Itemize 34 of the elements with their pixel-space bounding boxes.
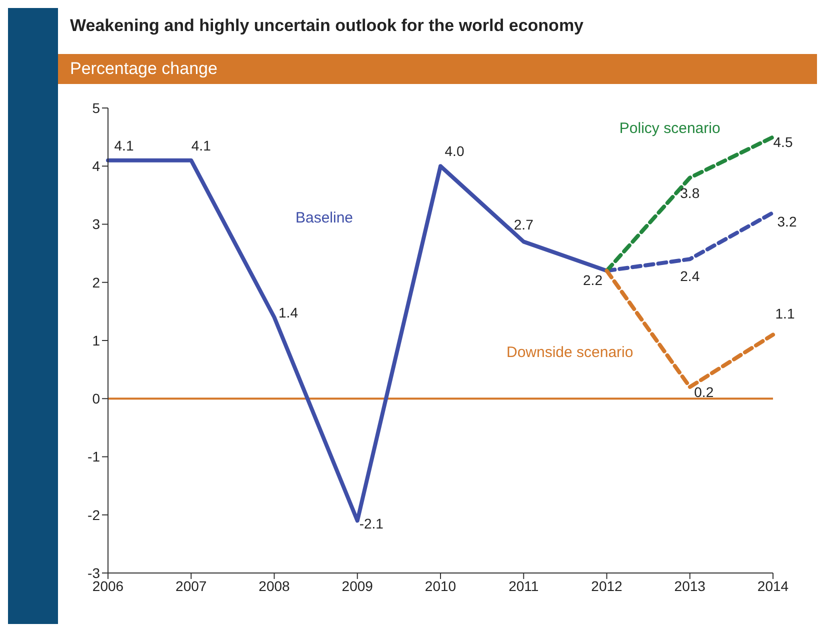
data-label: 4.1 [191,137,212,154]
y-tick-label: 2 [92,274,100,290]
x-tick-label: 2012 [591,578,623,594]
data-label: -2.1 [359,516,384,532]
y-tick-label: -1 [88,448,100,465]
data-label: 4.0 [444,143,464,160]
x-tick-label: 2008 [258,578,290,594]
x-tick-label: 2011 [508,578,539,594]
x-tick-label: 2009 [342,578,374,594]
data-label: 2.7 [514,216,534,233]
chart-title: Weakening and highly uncertain outlook for the world economy [70,16,584,36]
x-tick-label: 2013 [674,578,706,594]
data-label: 0.2 [694,384,714,400]
data-label: 1.1 [775,306,795,322]
data-label: 4.1 [114,137,134,154]
data-label: 3.2 [777,214,797,230]
y-tick-label: 4 [92,158,100,174]
text: Baseline [295,209,354,226]
y-tick-label: 0 [92,390,100,407]
y-tick-label: 5 [92,100,100,116]
chart-subtitle: Percentage change [70,59,218,79]
x-tick-label: 2014 [757,578,789,594]
data-label: 1.4 [278,304,298,320]
data-label: 3.8 [680,184,700,201]
x-tick-label: 2010 [424,578,456,594]
y-tick-label: 3 [92,216,100,232]
data-label: 4.5 [773,134,793,150]
series-label: Policy scenario [619,120,720,137]
data-label: 2.4 [680,268,700,284]
x-tick-label: 2007 [176,578,207,594]
series-label: Downside scenario [506,344,634,361]
y-tick-label: 1 [92,332,100,348]
y-tick-label: -2 [88,506,100,523]
data-label: 2.2 [583,272,603,288]
